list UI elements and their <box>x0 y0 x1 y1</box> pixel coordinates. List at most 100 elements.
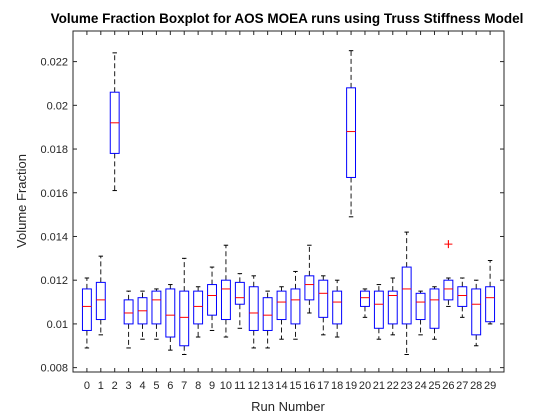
x-tick-label: 5 <box>153 380 159 392</box>
iqr-box <box>485 286 496 323</box>
box-run-16 <box>304 244 315 314</box>
box-run-21 <box>373 284 384 340</box>
x-tick-label: 28 <box>470 380 482 392</box>
iqr-box <box>81 288 92 331</box>
chart-title: Volume Fraction Boxplot for AOS MOEA run… <box>51 11 524 26</box>
x-tick-label: 10 <box>220 380 232 392</box>
y-tick-label: 0.016 <box>40 188 68 200</box>
x-tick-label: 6 <box>167 380 173 392</box>
x-tick-label: 7 <box>181 380 187 392</box>
x-tick-label: 23 <box>401 380 413 392</box>
iqr-box <box>457 286 468 307</box>
iqr-box <box>248 286 259 331</box>
iqr-box <box>290 288 301 325</box>
plot-area <box>81 50 496 356</box>
box-run-25 <box>429 286 440 340</box>
iqr-box <box>346 87 357 178</box>
box-run-22 <box>387 277 398 336</box>
x-tick-label: 8 <box>195 380 201 392</box>
box-run-26 <box>443 240 454 307</box>
iqr-box <box>234 281 245 305</box>
x-tick-label: 24 <box>414 380 426 392</box>
x-tick-label: 27 <box>456 380 468 392</box>
x-axis: 0 1 2 3 4 5 6 7 8 9 10 11 12 13 14 15 16 17 18 19 20 21 22 23 24… <box>84 31 496 392</box>
x-tick-label: 13 <box>262 380 274 392</box>
iqr-box <box>207 284 217 316</box>
iqr-box <box>123 299 134 325</box>
box-run-23 <box>401 231 412 356</box>
x-tick-label: 18 <box>331 380 343 392</box>
x-tick-label: 29 <box>484 380 496 392</box>
iqr-box <box>262 297 273 331</box>
box-run-6 <box>165 284 176 351</box>
box-run-9 <box>207 266 217 331</box>
y-tick-label: 0.018 <box>40 144 68 156</box>
iqr-box <box>165 288 176 338</box>
iqr-box <box>429 288 440 329</box>
x-tick-label: 17 <box>317 380 329 392</box>
y-axis-label: Volume Fraction <box>14 154 29 248</box>
x-tick-label: 25 <box>428 380 440 392</box>
x-tick-label: 22 <box>387 380 399 392</box>
iqr-box <box>304 275 315 301</box>
x-tick-label: 9 <box>209 380 215 392</box>
x-tick-label: 19 <box>345 380 357 392</box>
iqr-box <box>373 290 384 329</box>
box-run-2 <box>109 52 120 192</box>
x-tick-label: 4 <box>139 380 145 392</box>
box-run-19 <box>346 50 357 218</box>
x-tick-label: 20 <box>359 380 371 392</box>
x-tick-label: 26 <box>442 380 454 392</box>
iqr-box <box>276 290 287 321</box>
box-run-0 <box>81 277 92 349</box>
outlier-marker <box>444 240 453 249</box>
y-axis: 0.008 0.01 0.012 0.014 0.016 0.018 0.02 0.022 <box>40 57 504 375</box>
iqr-box <box>443 279 454 301</box>
iqr-box <box>415 292 426 321</box>
box-run-7 <box>179 257 190 356</box>
x-tick-label: 15 <box>289 380 301 392</box>
box-run-10 <box>220 244 231 338</box>
axes-frame <box>72 30 505 373</box>
box-run-1 <box>95 255 106 336</box>
y-tick-label: 0.01 <box>47 319 68 331</box>
y-tick-label: 0.012 <box>40 275 68 287</box>
x-tick-label: 12 <box>248 380 260 392</box>
box-run-17 <box>318 275 329 336</box>
box-run-15 <box>290 270 301 340</box>
box-run-20 <box>360 288 370 318</box>
y-tick-label: 0.02 <box>47 100 68 112</box>
x-tick-label: 14 <box>275 380 287 392</box>
box-run-29 <box>485 260 496 325</box>
x-tick-label: 11 <box>234 380 245 392</box>
box-run-12 <box>248 275 259 349</box>
iqr-box <box>193 290 204 325</box>
box-run-18 <box>332 279 343 338</box>
y-tick-label: 0.022 <box>40 57 68 69</box>
x-tick-label: 21 <box>373 380 385 392</box>
x-tick-label: 2 <box>112 380 118 392</box>
iqr-box <box>318 279 329 318</box>
x-tick-label: 3 <box>126 380 132 392</box>
iqr-box <box>332 290 343 325</box>
iqr-box <box>95 281 106 321</box>
box-run-4 <box>137 290 148 340</box>
box-run-8 <box>193 286 204 338</box>
iqr-box <box>151 290 162 325</box>
y-tick-label: 0.014 <box>40 231 68 243</box>
x-tick-label: 1 <box>98 380 104 392</box>
box-run-5 <box>151 288 162 340</box>
box-run-13 <box>262 290 273 349</box>
box-run-24 <box>415 290 426 336</box>
x-tick-label: 16 <box>303 380 315 392</box>
box-run-28 <box>471 279 482 347</box>
x-tick-label: 0 <box>84 380 90 392</box>
box-run-14 <box>276 286 287 340</box>
box-run-27 <box>457 277 468 318</box>
y-tick-label: 0.008 <box>40 363 68 375</box>
iqr-box <box>220 279 231 321</box>
iqr-box <box>179 290 190 347</box>
iqr-box <box>471 288 482 336</box>
iqr-box <box>401 266 412 325</box>
